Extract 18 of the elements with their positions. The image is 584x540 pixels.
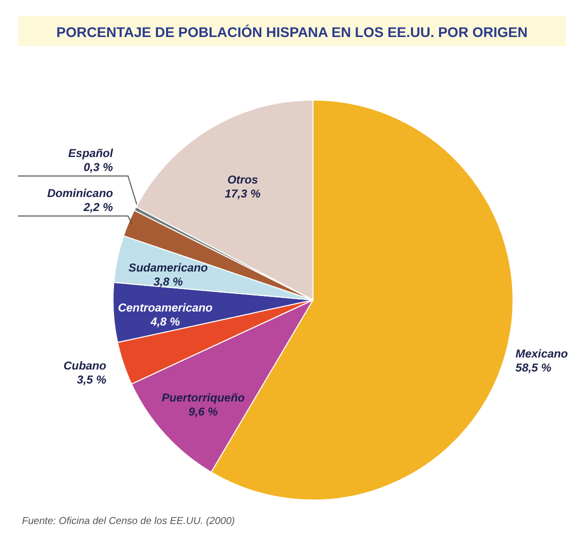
slice-label: Otros bbox=[227, 174, 258, 187]
data-label: 2,2 % bbox=[82, 202, 113, 214]
data-label: 3,8 % bbox=[153, 276, 183, 289]
data-label: 0,3 % bbox=[84, 162, 113, 174]
data-label: 58,5 % bbox=[516, 362, 552, 375]
slice-label: Dominicano bbox=[47, 188, 113, 200]
data-label: 4,8 % bbox=[150, 316, 180, 328]
slice-label: Puertorriqueño bbox=[162, 392, 245, 404]
slice-label: Cubano bbox=[64, 360, 106, 372]
slice-label: Sudamericano bbox=[128, 262, 208, 275]
chart-title: PORCENTAJE DE POBLACIÓN HISPANA EN LOS EE.UU. POR ORIGEN bbox=[56, 24, 528, 40]
slice-label: Mexicano bbox=[516, 348, 568, 361]
source-note: Fuente: Oficina del Censo de los EE.UU. (2000) bbox=[22, 516, 235, 527]
slice-label: Español bbox=[68, 148, 114, 160]
data-label: 9,6 % bbox=[188, 406, 218, 418]
data-label: 17,3 % bbox=[224, 188, 261, 201]
slice-label: Centroamericano bbox=[118, 302, 213, 314]
data-label: 3,5 % bbox=[76, 374, 106, 386]
